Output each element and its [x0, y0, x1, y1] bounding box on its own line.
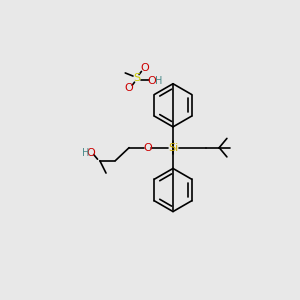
Text: O: O: [125, 83, 134, 93]
Text: O: O: [140, 63, 149, 73]
Text: O: O: [86, 148, 95, 158]
Text: O: O: [143, 143, 152, 153]
Text: H: H: [155, 76, 163, 86]
Text: S: S: [133, 73, 140, 83]
Text: O: O: [148, 76, 157, 86]
Text: H: H: [82, 148, 89, 158]
Text: Si: Si: [168, 143, 178, 153]
